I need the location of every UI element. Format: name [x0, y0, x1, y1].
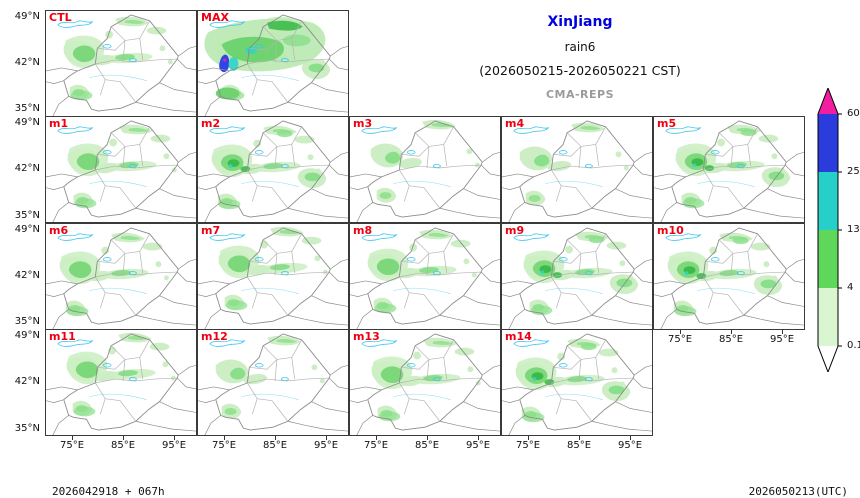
- map-panel-m6: m6: [45, 223, 197, 330]
- x-tick-label: 95°E: [461, 436, 495, 452]
- title-block: XinJiang rain6 (2026050215-2026050221 CS…: [360, 14, 800, 101]
- x-tick-label: 85°E: [714, 330, 748, 346]
- y-tick-label: 42°N: [14, 163, 40, 174]
- valid-time-utc: 2026050213(UTC): [748, 485, 848, 498]
- y-tick-label: 49°N: [14, 330, 40, 341]
- map-panel-m2: m2: [197, 116, 349, 223]
- map-panel-m11: m11: [45, 329, 197, 436]
- y-tick-label: 49°N: [14, 117, 40, 128]
- x-tick-label: 75°E: [663, 330, 697, 346]
- panel-label: m11: [49, 330, 76, 343]
- x-tick-label: 85°E: [106, 436, 140, 452]
- y-tick-label: 35°N: [14, 423, 40, 434]
- xinjiang-map: [46, 14, 196, 116]
- y-tick-label: 42°N: [14, 376, 40, 387]
- xinjiang-map: [198, 333, 348, 435]
- panel-label: CTL: [49, 11, 72, 24]
- xinjiang-map: [654, 120, 804, 222]
- xinjiang-map: [198, 120, 348, 222]
- panel-label: m7: [201, 224, 221, 237]
- xinjiang-map: [46, 120, 196, 222]
- y-tick-label: 35°N: [14, 210, 40, 221]
- y-tick-label: 42°N: [14, 270, 40, 281]
- colorbar-scale: [817, 88, 842, 372]
- x-tick-label: 75°E: [207, 436, 241, 452]
- panel-label: m5: [657, 117, 677, 130]
- title-period: (2026050215-2026050221 CST): [479, 63, 681, 78]
- panel-label: m9: [505, 224, 525, 237]
- panel-label: m1: [49, 117, 69, 130]
- panel-label: m13: [353, 330, 380, 343]
- map-panel-m4: m4: [501, 116, 653, 223]
- x-tick-label: 85°E: [562, 436, 596, 452]
- valid-time-block: 2026050213(UTC) 2026050221(CST): [749, 454, 848, 498]
- panel-label: m6: [49, 224, 69, 237]
- colorbar-tick-label: 13: [847, 224, 860, 235]
- x-tick-label: 95°E: [765, 330, 799, 346]
- x-tick-label: 95°E: [613, 436, 647, 452]
- init-time-line-1: 2026042918 + 067h: [52, 485, 165, 498]
- xinjiang-map: [198, 226, 348, 329]
- xinjiang-map: [46, 332, 196, 435]
- title-model: CMA-REPS: [545, 88, 615, 101]
- x-tick-label: 75°E: [511, 436, 545, 452]
- y-tick-label: 35°N: [14, 316, 40, 327]
- panel-label: m14: [505, 330, 532, 343]
- xinjiang-map: [350, 333, 500, 435]
- map-panel-m13: m13: [349, 329, 501, 436]
- colorbar-tick-label: 60: [847, 108, 860, 119]
- map-panel-m9: m9: [501, 223, 653, 330]
- panel-label: m3: [353, 117, 373, 130]
- title-region: XinJiang: [547, 14, 613, 30]
- xinjiang-map: [46, 227, 196, 329]
- xinjiang-map: [502, 333, 652, 435]
- map-panel-m12: m12: [197, 329, 349, 436]
- colorbar: 60 25 13 4 0.1: [817, 88, 860, 378]
- map-panel-ctl: CTL: [45, 10, 197, 117]
- xinjiang-map: [350, 227, 500, 329]
- xinjiang-map: [502, 227, 652, 329]
- y-tick-label: 35°N: [14, 103, 40, 114]
- map-panel-max: MAX: [197, 10, 349, 117]
- x-tick-label: 85°E: [410, 436, 444, 452]
- y-tick-label: 49°N: [14, 11, 40, 22]
- x-tick-label: 75°E: [359, 436, 393, 452]
- colorbar-tick-label: 4: [847, 282, 854, 293]
- panel-label: m10: [657, 224, 684, 237]
- map-panel-m5: m5: [653, 116, 805, 223]
- map-panel-m7: m7: [197, 223, 349, 330]
- init-time-block: 2026042918 + 067h 2026043002 + 067h: [52, 454, 165, 498]
- panel-label: MAX: [201, 11, 229, 24]
- xinjiang-map: [502, 120, 652, 222]
- map-panel-m8: m8: [349, 223, 501, 330]
- panel-label: m2: [201, 117, 221, 130]
- x-tick-label: 95°E: [309, 436, 343, 452]
- colorbar-tick-label: 25: [847, 166, 860, 177]
- y-tick-label: 42°N: [14, 57, 40, 68]
- x-tick-label: 75°E: [55, 436, 89, 452]
- map-panel-m14: m14: [501, 329, 653, 436]
- map-panel-m1: m1: [45, 116, 197, 223]
- map-panel-m10: m10: [653, 223, 805, 330]
- panel-label: m8: [353, 224, 373, 237]
- x-tick-label: 95°E: [157, 436, 191, 452]
- panel-label: m4: [505, 117, 525, 130]
- map-panel-m3: m3: [349, 116, 501, 223]
- xinjiang-map: [350, 119, 500, 222]
- colorbar-tick-label: 0.1: [847, 340, 860, 351]
- xinjiang-map: [654, 227, 804, 329]
- xinjiang-map: [198, 14, 348, 116]
- title-variable: rain6: [564, 40, 596, 54]
- panel-label: m12: [201, 330, 228, 343]
- y-tick-label: 49°N: [14, 224, 40, 235]
- x-tick-label: 85°E: [258, 436, 292, 452]
